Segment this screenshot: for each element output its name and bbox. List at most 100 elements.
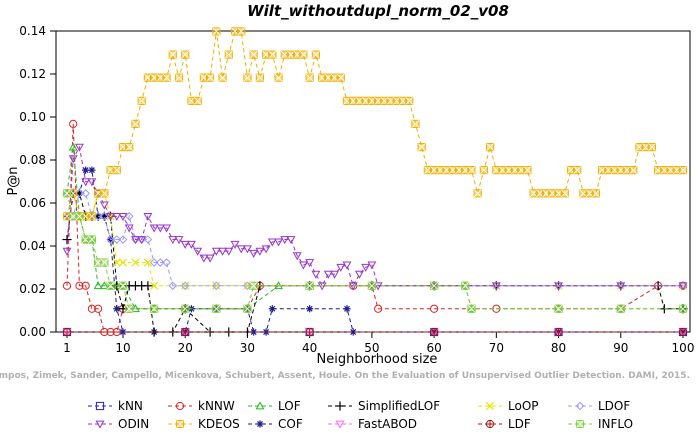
data-point xyxy=(268,50,277,59)
data-point xyxy=(162,73,171,82)
y-tick-label: 0.12 xyxy=(19,67,46,81)
data-point xyxy=(554,282,564,291)
data-point xyxy=(100,327,109,337)
data-point xyxy=(466,304,476,313)
legend-marker xyxy=(335,401,345,411)
data-point xyxy=(311,270,321,279)
data-point xyxy=(367,261,377,270)
legend-item-fastabod: FastABOD xyxy=(328,417,417,431)
legend-marker xyxy=(256,420,264,428)
data-point xyxy=(298,261,308,270)
legend-label: LOF xyxy=(278,399,301,413)
data-point xyxy=(81,189,90,198)
data-point xyxy=(112,212,122,221)
data-point xyxy=(212,27,221,36)
data-point xyxy=(181,50,190,59)
data-point xyxy=(162,258,171,267)
data-point xyxy=(274,73,283,82)
series-odin xyxy=(62,143,688,291)
data-point xyxy=(218,73,227,82)
data-point xyxy=(69,119,78,128)
data-point xyxy=(473,189,482,198)
data-point xyxy=(554,304,563,313)
data-point xyxy=(467,166,476,175)
data-point xyxy=(156,258,165,267)
data-point xyxy=(554,327,563,337)
data-point xyxy=(218,247,228,256)
x-tick-label: 90 xyxy=(613,341,628,355)
data-point xyxy=(224,247,234,256)
legend-label: LDF xyxy=(508,417,531,431)
data-point xyxy=(82,166,90,174)
data-point xyxy=(237,27,246,36)
data-point xyxy=(205,254,215,263)
legend-label: kNN xyxy=(118,399,143,413)
data-point xyxy=(305,327,314,337)
data-point xyxy=(678,327,688,337)
data-point xyxy=(236,245,246,254)
plot-frame xyxy=(55,30,691,333)
data-point xyxy=(641,143,650,152)
y-tick-label: 0.06 xyxy=(19,196,46,210)
data-point xyxy=(616,282,626,291)
legend-marker xyxy=(95,420,105,429)
data-point xyxy=(68,155,78,164)
data-point xyxy=(678,282,688,291)
legend-label: kNNW xyxy=(198,399,235,413)
data-point xyxy=(74,143,84,152)
data-point xyxy=(143,258,152,267)
legend-marker xyxy=(175,401,185,411)
legend-item-ldf: LDF xyxy=(478,417,531,431)
data-point xyxy=(405,96,414,105)
data-point xyxy=(124,224,134,233)
data-point xyxy=(255,73,264,82)
y-tick-label: 0.00 xyxy=(19,325,46,339)
data-point xyxy=(124,212,134,221)
legend-marker xyxy=(575,419,585,429)
data-point xyxy=(336,73,345,82)
data-point xyxy=(62,189,72,198)
legend-item-lof: LOF xyxy=(248,399,301,413)
data-point xyxy=(193,96,202,105)
data-point xyxy=(81,281,90,290)
series-line xyxy=(66,192,683,287)
series-ldf xyxy=(62,327,688,337)
data-point xyxy=(255,247,265,256)
legend-item-cof: COF xyxy=(248,417,303,431)
x-tick-label: 10 xyxy=(115,341,130,355)
data-point xyxy=(68,142,78,151)
data-point xyxy=(100,189,109,198)
data-point xyxy=(168,236,178,245)
series-kdeos xyxy=(62,27,688,221)
data-point xyxy=(268,305,276,313)
data-point xyxy=(62,234,72,245)
legend-label: KDEOS xyxy=(198,417,240,431)
data-point xyxy=(131,119,140,128)
series-line xyxy=(66,30,683,217)
data-point xyxy=(193,247,203,256)
data-point xyxy=(367,281,376,290)
data-point xyxy=(181,327,190,337)
series-line xyxy=(66,192,683,287)
x-axis-label: Neighborhood size xyxy=(317,352,438,367)
data-point xyxy=(168,281,178,291)
watermark: Campos, Zimek, Sander, Campello, Micenko… xyxy=(0,371,690,381)
data-point xyxy=(224,50,233,59)
y-tick-label: 0.08 xyxy=(19,153,46,167)
data-point xyxy=(143,212,153,221)
legend-item-ldof: LDOF xyxy=(568,399,630,413)
y-tick-label: 0.10 xyxy=(19,110,46,124)
data-point xyxy=(99,281,109,290)
data-point xyxy=(230,240,240,249)
data-point xyxy=(118,212,128,221)
y-tick-label: 0.04 xyxy=(19,239,46,253)
data-point xyxy=(186,240,196,249)
data-point xyxy=(243,304,252,313)
legend-label: ODIN xyxy=(118,417,149,431)
y-tick-label: 0.14 xyxy=(19,24,46,38)
data-point xyxy=(62,247,72,256)
x-tick-label: 40 xyxy=(302,341,317,355)
data-point xyxy=(249,50,258,59)
axes: 1 10 20 30 40 50 60 70 80 90 100 0.00 0.02 0.04 0.06 0.… xyxy=(19,24,694,355)
